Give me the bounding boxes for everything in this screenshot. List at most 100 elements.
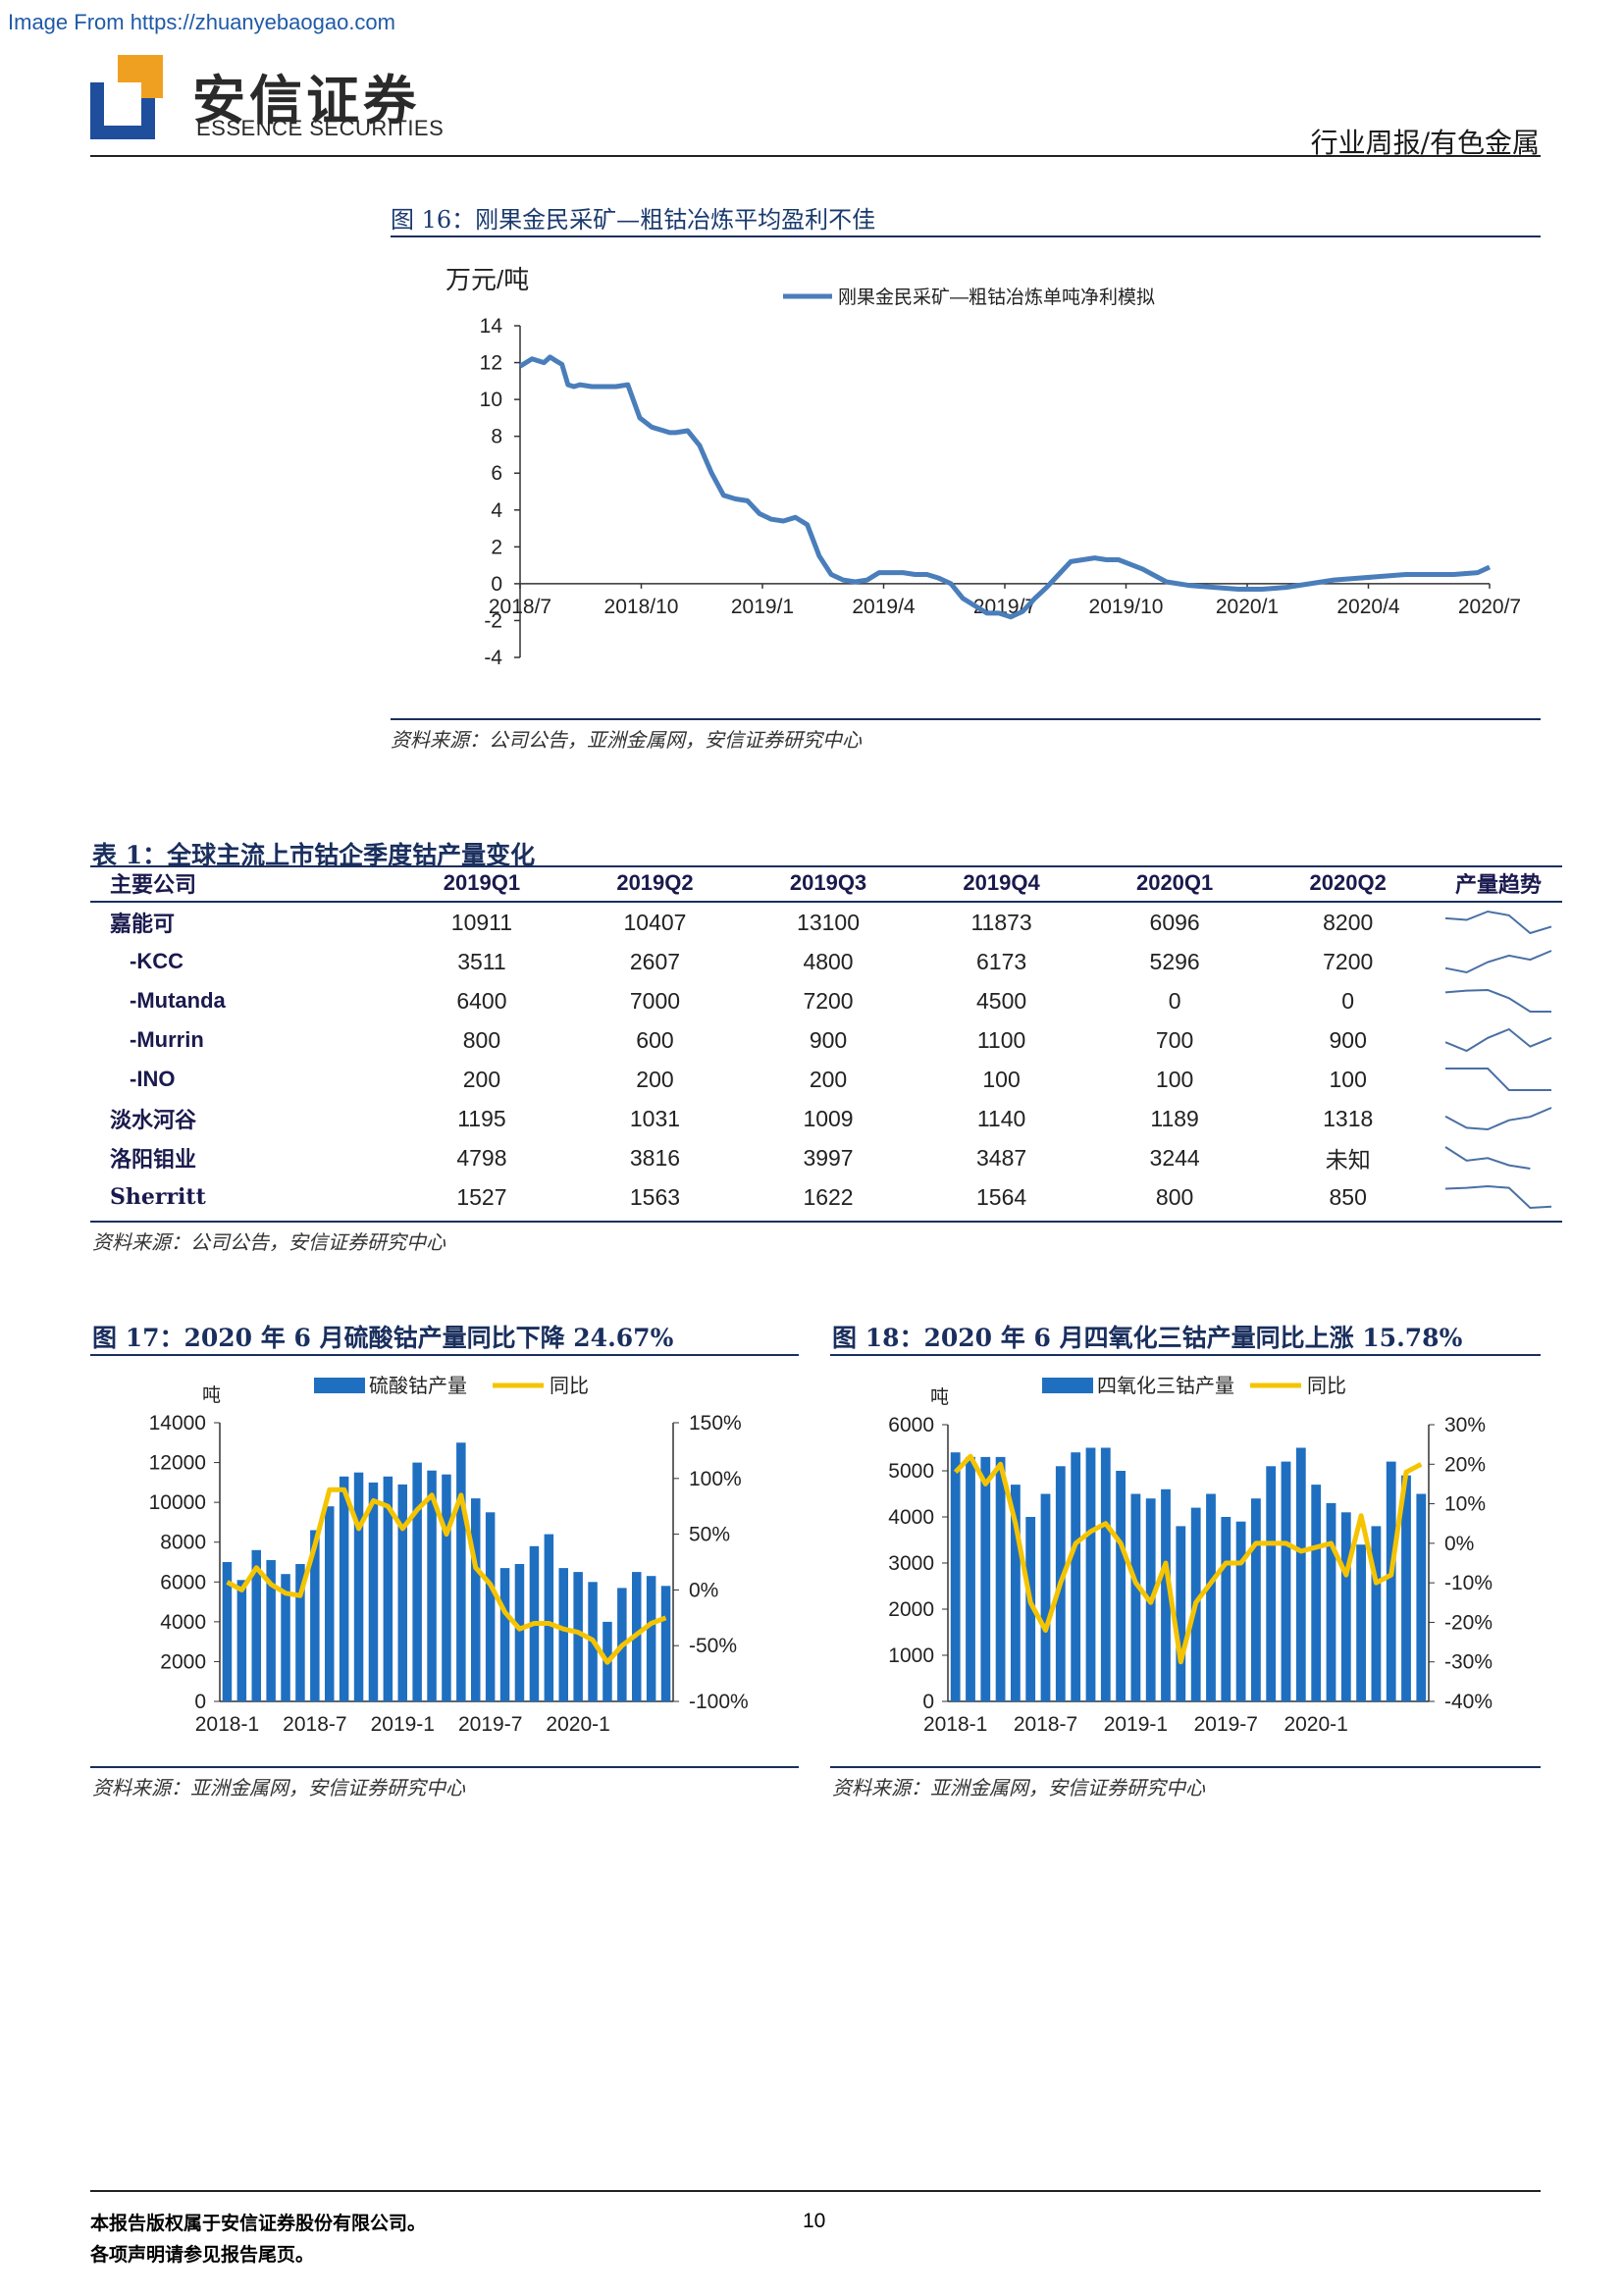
bar [1071,1452,1081,1701]
y-tick-label: 4000 [160,1611,206,1634]
y-tick-label: 4000 [888,1506,934,1529]
x-tick-label: 2020/7 [1458,596,1521,618]
production-value: 850 [1329,1183,1367,1210]
bar [222,1562,233,1701]
production-value: 900 [1329,1026,1367,1053]
x-tick-label: 2020/4 [1336,596,1400,618]
production-value: 1100 [976,1026,1026,1053]
y2-tick-label: 10% [1444,1493,1486,1516]
bar [251,1549,261,1701]
company-name: Sherritt [110,1184,206,1210]
x-tick-label: 2019-7 [458,1713,522,1736]
y-tick-label: 6 [491,462,502,485]
production-value: 10911 [450,909,513,935]
table-bottom-rule [90,1221,1562,1223]
y2-tick-label: 20% [1444,1453,1486,1476]
y-tick-label: 1000 [888,1644,934,1667]
bar [1235,1521,1246,1701]
production-value: 10407 [623,909,687,935]
production-value: 800 [462,1026,501,1053]
y-tick-label: 10000 [149,1491,206,1514]
figure-16-chart: 万元/吨 14 12 10 8 6 4 2 0 -2 -4 2018/7 2018/10 2019/1 20… [445,265,1521,669]
bar [1176,1526,1186,1701]
col-2020q2: 2020Q2 [1309,870,1387,895]
y2-tick-label: -100% [689,1691,749,1713]
x-tick-label: 2018/7 [489,596,551,618]
watermark-text[interactable]: Image From https://zhuanyebaogao.com [8,10,395,34]
col-2020q1: 2020Q1 [1135,870,1214,895]
sparkline-path [1445,1068,1551,1091]
logo-text-cn: 安信证券 [192,70,420,131]
figure-17-title-rule [90,1354,799,1356]
footer-line-1: 本报告版权属于安信证券股份有限公司。 [90,2213,427,2234]
bar [1371,1526,1382,1701]
x-tick-label: 2019-7 [1194,1713,1258,1736]
production-value: 100 [1155,1066,1194,1092]
production-value: 6096 [1149,909,1200,935]
trend-sparkline [1435,981,1562,1020]
bar [1326,1502,1336,1701]
bar [1401,1475,1411,1701]
footer-divider [90,2190,1541,2192]
col-company: 主要公司 [110,872,197,898]
y2-tick-label: 0% [689,1579,718,1601]
production-value: 未知 [1325,1148,1371,1174]
y-tick-label: 0 [194,1691,206,1713]
table-1-source: 资料来源：公司公告，安信证券研究中心 [92,1230,445,1254]
bar [660,1586,671,1701]
bar [353,1472,364,1701]
bar [646,1576,656,1701]
y-tick-label: 4 [491,499,502,522]
footer-copyright: 本报告版权属于安信证券股份有限公司。 各项声明请参见报告尾页。 [90,2208,426,2270]
production-value: 3511 [457,948,506,974]
y-tick-label: 6000 [160,1571,206,1593]
production-value: 1189 [1150,1105,1199,1131]
bar [471,1498,481,1701]
figure-17-chart: 吨 14000 12000 10000 8000 6000 4000 2000 0 150% 100… [149,1375,749,1736]
production-value: 7200 [1323,948,1374,974]
col-2019q1: 2019Q1 [443,870,521,895]
bar [558,1568,568,1701]
figure-18-source: 资料来源：亚洲金属网，安信证券研究中心 [832,1776,1205,1800]
production-value: 1563 [629,1183,681,1210]
sparkline-path [1444,1107,1552,1131]
bar [1340,1512,1351,1701]
company-name: -Mutanda [130,988,226,1013]
x-tick-label: 2018-1 [195,1713,259,1736]
company-name: -INO [130,1067,176,1091]
trend-sparkline [1435,942,1562,981]
footer-line-2: 各项声明请参见报告尾页。 [90,2244,315,2266]
table-row: 嘉能可 10911 10407 13100 11873 6096 8200 [90,902,1562,942]
bar [995,1456,1006,1701]
production-value: 2607 [629,948,681,974]
y-tick-label: 2000 [160,1650,206,1673]
table-row: -KCC 3511 2607 4800 6173 5296 7200 [90,942,1562,981]
table-row: -Murrin 800 600 900 1100 700 900 [90,1020,1562,1060]
production-table: 主要公司 2019Q1 2019Q2 2019Q3 2019Q4 2020Q1 … [90,865,1562,1217]
bar [1206,1493,1216,1701]
production-value: 1009 [803,1105,854,1131]
production-value: 600 [636,1026,674,1053]
legend-swatch-bar [1042,1378,1093,1393]
bar [236,1580,247,1701]
trend-sparkline [1435,1099,1562,1138]
y2-tick-label: 30% [1444,1414,1486,1436]
col-2019q2: 2019Q2 [616,870,694,895]
bar [1295,1447,1306,1701]
legend-label-line: 同比 [550,1375,589,1397]
production-value: 800 [1155,1183,1194,1210]
col-2019q4: 2019Q4 [963,870,1040,895]
bar [1161,1488,1171,1701]
y2-tick-label: 150% [689,1412,742,1435]
bar [368,1482,379,1701]
bar [442,1474,451,1701]
bar [383,1476,393,1701]
production-value: 4800 [803,948,854,974]
production-value: 1140 [976,1105,1026,1131]
y-tick-label: 2000 [888,1598,934,1621]
report-section: 行业周报/有色金属 [1310,127,1540,159]
figure-16-bottom-rule [391,718,1541,720]
production-value: 6400 [456,987,507,1014]
y-tick-label: 8 [491,426,502,448]
production-value: 0 [1341,987,1355,1014]
